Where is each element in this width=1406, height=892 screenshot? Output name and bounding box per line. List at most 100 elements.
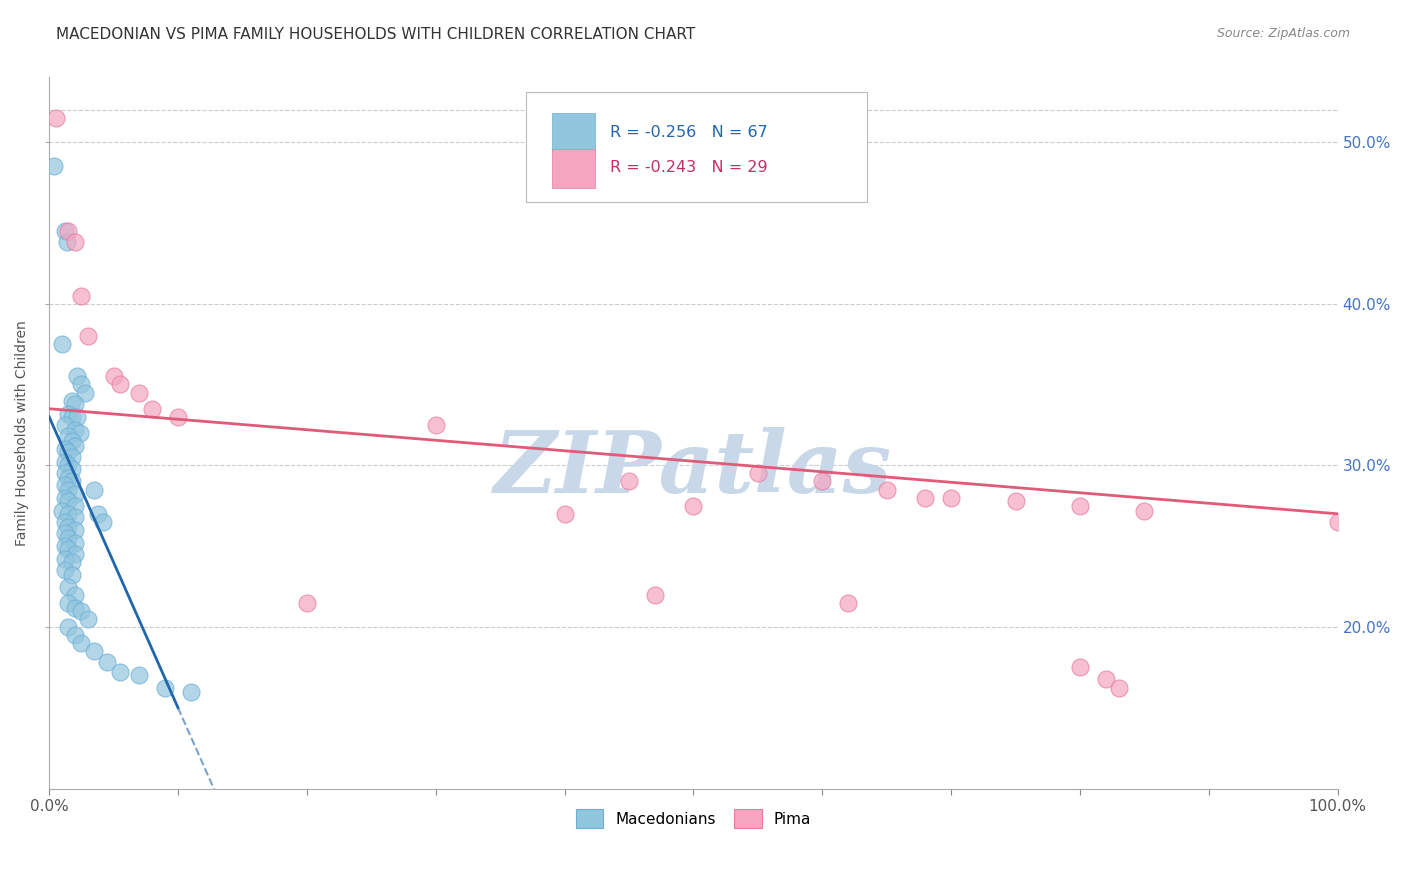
Point [63, 439, 86, 453]
Text: R = -0.243   N = 29: R = -0.243 N = 29 [610, 161, 768, 175]
Point [63, 628, 86, 642]
Point [1069, 499, 1091, 513]
Point [554, 507, 576, 521]
Point [76, 612, 98, 626]
Point [644, 588, 666, 602]
Point [51, 503, 73, 517]
Point [45, 111, 67, 125]
Point [53, 526, 76, 541]
Point [83, 483, 105, 497]
Point [58, 542, 80, 557]
Point [58, 471, 80, 485]
Point [1108, 681, 1130, 696]
Point [70, 288, 93, 302]
Point [58, 224, 80, 238]
Point [58, 507, 80, 521]
Point [58, 458, 80, 473]
Point [53, 539, 76, 553]
Point [63, 547, 86, 561]
Point [180, 684, 202, 698]
Text: ZIPatlas: ZIPatlas [495, 426, 893, 510]
Point [83, 644, 105, 658]
FancyBboxPatch shape [526, 92, 868, 202]
Point [58, 429, 80, 443]
Legend: Macedonians, Pima: Macedonians, Pima [569, 804, 817, 834]
Point [153, 681, 176, 696]
Point [70, 604, 93, 618]
Point [44, 159, 66, 173]
Point [58, 519, 80, 533]
Point [96, 656, 118, 670]
Point [63, 487, 86, 501]
Point [53, 491, 76, 505]
Point [56, 235, 79, 250]
Point [1069, 660, 1091, 674]
Point [63, 397, 86, 411]
Point [128, 668, 150, 682]
Point [58, 531, 80, 545]
Point [66, 369, 89, 384]
Point [60, 434, 83, 448]
Point [53, 442, 76, 457]
Point [70, 636, 93, 650]
Point [53, 467, 76, 481]
Text: Source: ZipAtlas.com: Source: ZipAtlas.com [1216, 27, 1350, 40]
Point [87, 507, 110, 521]
Point [58, 494, 80, 508]
Point [63, 510, 86, 524]
Point [1004, 494, 1026, 508]
Point [75, 385, 97, 400]
Point [939, 491, 962, 505]
Point [53, 477, 76, 491]
Point [60, 409, 83, 424]
Point [58, 445, 80, 459]
Text: R = -0.256   N = 67: R = -0.256 N = 67 [610, 125, 768, 140]
Point [128, 385, 150, 400]
Point [63, 600, 86, 615]
Point [167, 409, 190, 424]
Point [103, 369, 125, 384]
Point [60, 475, 83, 489]
Point [53, 563, 76, 577]
Point [425, 417, 447, 432]
Point [63, 423, 86, 437]
Text: MACEDONIAN VS PIMA FAMILY HOUSEHOLDS WITH CHILDREN CORRELATION CHART: MACEDONIAN VS PIMA FAMILY HOUSEHOLDS WIT… [56, 27, 696, 42]
Point [91, 515, 114, 529]
Point [295, 596, 318, 610]
Point [76, 329, 98, 343]
Point [53, 552, 76, 566]
Point [69, 425, 91, 440]
Point [53, 515, 76, 529]
Point [70, 377, 93, 392]
FancyBboxPatch shape [551, 149, 596, 187]
Point [1326, 515, 1348, 529]
Point [53, 417, 76, 432]
Point [53, 455, 76, 469]
Point [914, 491, 936, 505]
Point [60, 393, 83, 408]
Point [58, 620, 80, 634]
Point [58, 483, 80, 497]
Point [60, 450, 83, 465]
Point [63, 588, 86, 602]
Point [876, 483, 898, 497]
Y-axis label: Family Households with Children: Family Households with Children [15, 320, 30, 546]
Point [108, 377, 131, 392]
Point [141, 401, 163, 416]
Point [63, 523, 86, 537]
Point [1094, 672, 1116, 686]
Point [837, 596, 859, 610]
Point [58, 580, 80, 594]
Point [682, 499, 704, 513]
Point [66, 409, 89, 424]
Point [60, 568, 83, 582]
Point [60, 461, 83, 475]
Point [63, 235, 86, 250]
Point [58, 407, 80, 421]
Point [63, 499, 86, 513]
Point [53, 224, 76, 238]
Point [108, 665, 131, 680]
FancyBboxPatch shape [551, 113, 596, 153]
Point [51, 337, 73, 351]
Point [811, 475, 834, 489]
